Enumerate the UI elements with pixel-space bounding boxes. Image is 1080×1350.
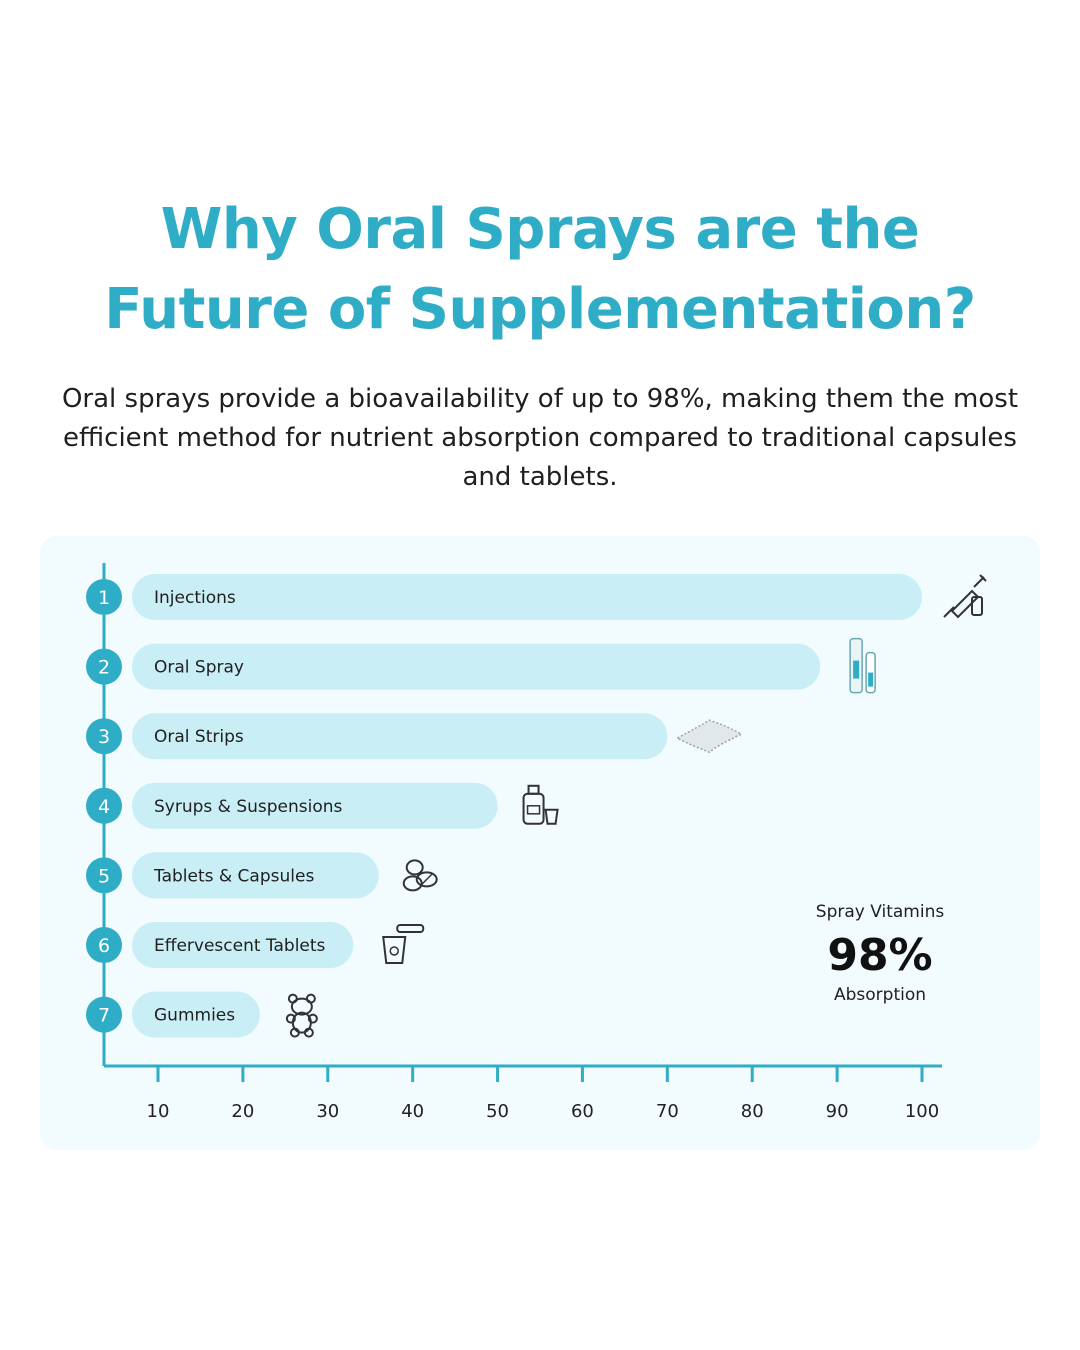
rank-number: 1 [98, 587, 110, 609]
bar-oral-spray [132, 643, 821, 690]
bar-label-oral-spray: Oral Spray [154, 658, 244, 678]
x-tick-label: 100 [905, 1101, 939, 1122]
rank-badge-1 [86, 579, 122, 615]
title-line-2: Future of Supplementation? [104, 277, 976, 342]
x-tick-label: 80 [741, 1101, 764, 1122]
x-tick-label: 70 [656, 1101, 679, 1122]
chart-panel [40, 536, 1040, 1150]
bar-effervescent-tablets [132, 922, 354, 968]
absorption-callout: Spray Vitamins 98% Absorption [800, 902, 960, 1005]
syrup-bottle-icon [522, 784, 559, 825]
x-tick-label: 50 [486, 1101, 509, 1122]
rank-number: 2 [98, 657, 110, 679]
bar-syrups-suspensions [132, 782, 498, 829]
callout-value: 98% [827, 930, 933, 981]
callout-heading: Spray Vitamins [815, 902, 945, 922]
rank-number: 3 [98, 726, 110, 748]
gummy-bear-icon [285, 993, 318, 1038]
rank-badge-5 [86, 857, 122, 894]
spray-bottle-icon [849, 637, 876, 694]
x-tick-label: 60 [571, 1101, 594, 1122]
rank-number: 7 [98, 1005, 110, 1027]
x-tick-label: 40 [401, 1101, 424, 1122]
rank-badge-4 [86, 787, 122, 824]
bar-label-syrups-suspensions: Syrups & Suspensions [154, 797, 343, 817]
x-tick-label: 30 [316, 1101, 339, 1122]
rank-number: 5 [98, 865, 110, 887]
oral-strip-icon [675, 719, 743, 754]
bar-tablets-capsules [132, 852, 379, 899]
rank-badge-2 [86, 648, 122, 685]
rank-badge-7 [86, 996, 122, 1033]
page-subtitle: Oral sprays provide a bioavailability of… [61, 384, 1019, 492]
bar-injections [132, 574, 922, 620]
bar-label-gummies: Gummies [154, 1006, 235, 1026]
x-tick-label: 10 [147, 1101, 170, 1122]
bar-oral-strips [132, 713, 668, 760]
rank-number: 4 [98, 796, 110, 818]
bar-gummies [132, 991, 260, 1038]
bar-label-oral-strips: Oral Strips [154, 727, 244, 747]
rank-number: 6 [98, 935, 110, 957]
bar-label-effervescent-tablets: Effervescent Tablets [154, 936, 326, 956]
bar-label-tablets-capsules: Tablets & Capsules [153, 866, 314, 886]
page-title: Why Oral Sprays are the Future of Supple… [0, 190, 1080, 350]
pills-icon [402, 859, 438, 892]
x-tick-label: 90 [826, 1101, 849, 1122]
bar-label-injections: Injections [154, 588, 236, 608]
rank-badge-6 [86, 927, 122, 963]
x-tick-label: 20 [231, 1101, 254, 1122]
syringe-icon [943, 574, 987, 619]
rank-badge-3 [86, 718, 122, 755]
callout-caption: Absorption [833, 985, 927, 1005]
title-line-1: Why Oral Sprays are the [160, 197, 920, 262]
effervescent-glass-icon [382, 924, 425, 964]
